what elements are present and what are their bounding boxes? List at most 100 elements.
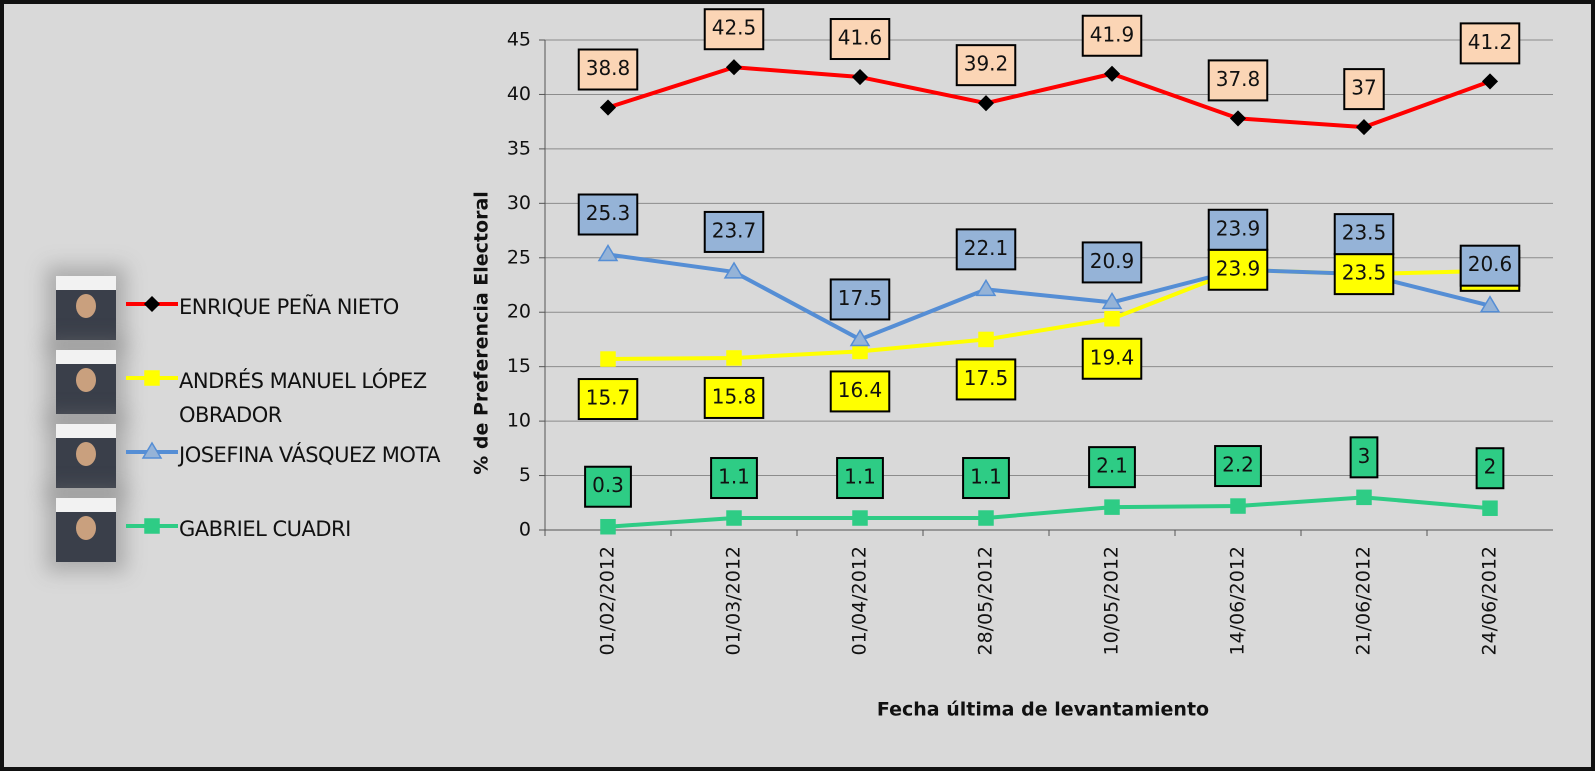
x-tick-label: 01/04/2012 <box>849 546 871 656</box>
x-tick-label: 10/05/2012 <box>1101 546 1123 656</box>
legend-label: ENRIQUE PEÑA NIETO <box>179 295 399 319</box>
data-label-box <box>1081 241 1143 284</box>
data-label: 38.8 <box>586 56 631 80</box>
x-axis-title: Fecha última de levantamiento <box>877 699 1209 721</box>
marker <box>975 278 997 297</box>
data-label-box <box>584 465 632 508</box>
data-label: 41.6 <box>838 26 883 50</box>
data-label: 1.1 <box>844 465 876 489</box>
marker <box>1101 291 1123 310</box>
data-label-box <box>1081 14 1143 57</box>
series-line <box>607 65 1491 130</box>
data-label-box <box>1459 244 1521 287</box>
marker <box>597 244 619 262</box>
data-label-box <box>955 228 1017 271</box>
marker <box>978 510 994 526</box>
data-label: 17.5 <box>964 366 1009 390</box>
face <box>76 368 96 392</box>
marker <box>852 343 868 360</box>
data-label: 15.7 <box>586 386 631 410</box>
data-label-box <box>577 378 639 421</box>
marker <box>600 351 616 367</box>
data-label: 17.5 <box>838 286 883 310</box>
y-tick-label: 10 <box>507 410 531 432</box>
marker <box>852 510 868 526</box>
data-label-box <box>829 278 891 321</box>
marker <box>144 518 160 534</box>
data-label-box <box>1207 59 1269 102</box>
legend-label: ANDRÉS MANUEL LÓPEZ OBRADOR <box>179 369 427 427</box>
y-tick-label: 20 <box>507 301 531 323</box>
data-label: 23.5 <box>1342 221 1387 245</box>
data-label-box <box>836 457 884 500</box>
data-label-box <box>1349 436 1379 479</box>
data-label: 15.8 <box>712 384 757 408</box>
marker <box>1482 500 1498 516</box>
data-label-box <box>955 358 1017 401</box>
legend-symbol <box>126 370 178 386</box>
data-label: 2.1 <box>1096 454 1128 478</box>
data-label: 37.8 <box>1216 67 1261 91</box>
data-label-box <box>577 193 639 236</box>
data-label-box <box>955 44 1017 87</box>
data-label: 41.9 <box>1090 22 1135 46</box>
marker <box>1103 65 1121 82</box>
y-tick-label: 0 <box>519 519 531 541</box>
legend-label: GABRIEL CUADRI <box>179 517 351 541</box>
x-tick-label: 24/06/2012 <box>1479 546 1501 656</box>
data-label-box <box>829 370 891 413</box>
legend-symbol <box>126 295 178 313</box>
marker <box>1104 311 1120 327</box>
data-label: 1.1 <box>970 465 1002 489</box>
face <box>76 442 96 466</box>
data-label-box <box>1214 445 1262 488</box>
marker <box>1355 119 1373 136</box>
data-label: 41.2 <box>1468 30 1513 54</box>
plot: 0 5 10 15 20 25 30 35 40 45 01/02/2012 01/03/2012 01… <box>471 8 1553 721</box>
data-label: 3 <box>1358 444 1371 468</box>
photo <box>56 424 116 488</box>
marker <box>849 328 871 347</box>
marker <box>141 441 163 459</box>
x-tick-label: 01/02/2012 <box>597 546 619 656</box>
data-label: 2.2 <box>1222 453 1254 477</box>
data-label: 22.1 <box>964 236 1009 260</box>
data-label: 20.9 <box>1090 249 1135 273</box>
data-label-box <box>703 210 765 253</box>
data-label-box <box>1343 68 1385 111</box>
photo <box>56 350 116 414</box>
data-label: 23.9 <box>1216 256 1261 280</box>
marker <box>1104 499 1120 515</box>
series-line <box>607 495 1491 529</box>
data-label-box <box>962 457 1010 500</box>
data-label-box <box>1333 213 1395 256</box>
marker <box>978 331 994 348</box>
marker <box>1481 73 1499 90</box>
data-label-box <box>1459 22 1521 65</box>
data-label-box <box>1207 208 1269 251</box>
y-tick-label: 45 <box>507 29 531 51</box>
data-label: 23.5 <box>1342 261 1387 285</box>
y-tick-label: 30 <box>507 192 531 214</box>
legend-item: ANDRÉS MANUEL LÓPEZ OBRADOR <box>54 350 454 427</box>
x-tick-label: 21/06/2012 <box>1353 546 1375 656</box>
marker <box>851 68 869 86</box>
data-label: 16.4 <box>838 378 883 402</box>
data-label: 39.2 <box>964 52 1009 76</box>
data-label: 23.9 <box>1216 216 1261 240</box>
face <box>76 294 96 318</box>
marker <box>726 350 742 366</box>
legend-symbol <box>126 518 178 534</box>
data-label: 2 <box>1484 455 1497 479</box>
data-label: 37 <box>1351 76 1376 100</box>
y-tick-label: 25 <box>507 246 531 268</box>
marker <box>599 99 617 116</box>
marker <box>1229 110 1247 127</box>
marker <box>1479 295 1501 313</box>
legend-item: GABRIEL CUADRI <box>54 498 454 564</box>
y-tick-label: 35 <box>507 137 531 159</box>
photo <box>56 498 116 562</box>
data-label-box <box>577 48 639 91</box>
legend-symbol <box>126 441 178 459</box>
data-label: 23.7 <box>712 218 757 242</box>
